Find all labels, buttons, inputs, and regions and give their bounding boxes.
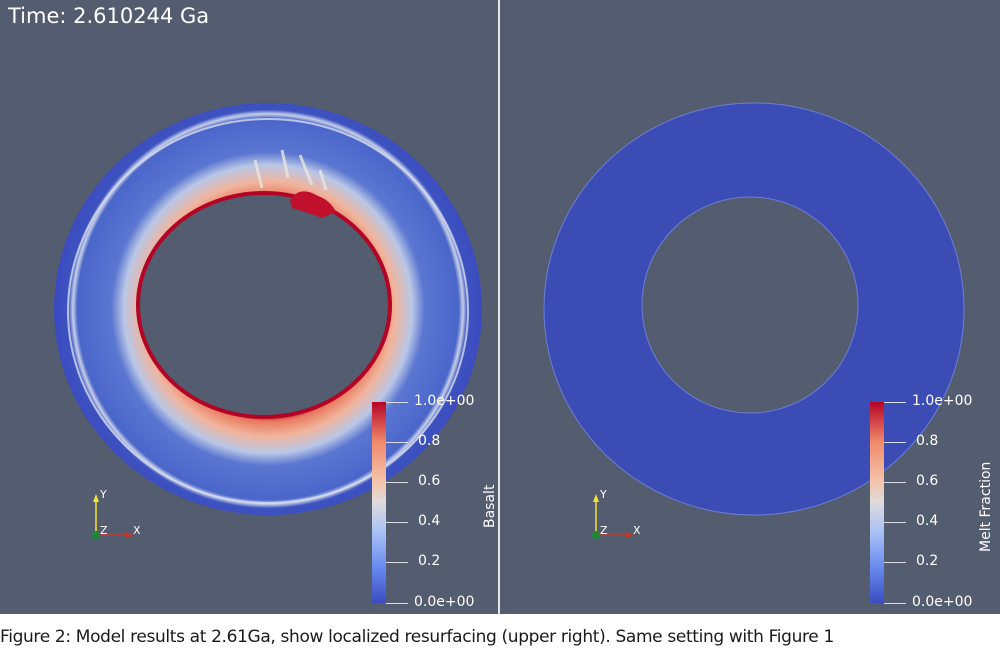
colorbar-tick-label: 0.4 [418,513,441,529]
melt-fraction-render-panel: Y Z X 1.0e+00 0.8 0.6 0.4 0.2 0.0e+00 Me… [500,0,1000,614]
colorbar-tick [386,442,408,443]
axis-y-label: Y [600,488,607,501]
colorbar-tick [386,402,408,403]
colorbar-title: Melt Fraction [978,461,994,552]
colorbar-tick-label: 0.8 [418,433,441,449]
panel-divider [498,0,500,614]
resurfacing-patch [290,191,336,218]
figure-caption: Figure 2: Model results at 2.61Ga, show … [0,627,834,647]
colorbar-title: Basalt [482,484,498,528]
axis-z-label: Z [100,524,108,537]
colorbar-tick-label: 0.8 [916,433,939,449]
colorbar-tick [386,482,408,483]
colorbar-tick-label: 0.0e+00 [912,594,973,610]
axis-triad [592,494,634,539]
basalt-annulus [53,102,483,516]
colorbar-tick [884,402,906,403]
colorbar-tick-label: 0.2 [418,553,441,569]
colorbar-tick [386,562,408,563]
axis-triad [92,494,134,539]
time-label: Time: 2.610244 Ga [8,4,210,28]
colorbar-tick-label: 0.0e+00 [414,594,475,610]
axis-x-label: X [133,524,141,537]
colorbar-tick-label: 0.6 [916,473,939,489]
colorbar-tick [386,522,408,523]
colorbar-tick-label: 0.4 [916,513,939,529]
axis-y-label: Y [100,488,107,501]
melt-annulus-render [543,102,965,539]
colorbar-tick-label: 0.6 [418,473,441,489]
resurfacing-streaks [253,149,328,191]
colorbar-tick [386,603,408,604]
colorbar-tick-label: 1.0e+00 [414,393,475,409]
colorbar-tick-label: 0.2 [916,553,939,569]
melt-annulus [543,102,965,516]
axis-z-label: Z [600,524,608,537]
colorbar-tick [884,603,906,604]
melt-fraction-colorbar [870,402,884,603]
colorbar-tick-label: 1.0e+00 [912,393,973,409]
colorbar-tick [884,482,906,483]
colorbar-tick [884,522,906,523]
axis-x-label: X [633,524,641,537]
basalt-render-panel: Time: 2.610244 Ga Y Z X 1.0e+00 0.8 0.6 … [0,0,498,614]
basalt-inner-rim [136,191,392,419]
basalt-colorbar [372,402,386,603]
basalt-outer-ring [67,118,469,504]
colorbar-tick [884,562,906,563]
colorbar-tick [884,442,906,443]
